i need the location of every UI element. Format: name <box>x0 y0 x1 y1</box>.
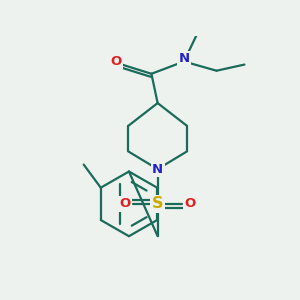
Text: O: O <box>184 197 196 210</box>
Text: O: O <box>119 197 131 210</box>
Text: N: N <box>152 163 163 176</box>
Text: S: S <box>152 196 164 211</box>
Text: N: N <box>178 52 190 65</box>
Text: O: O <box>110 55 122 68</box>
